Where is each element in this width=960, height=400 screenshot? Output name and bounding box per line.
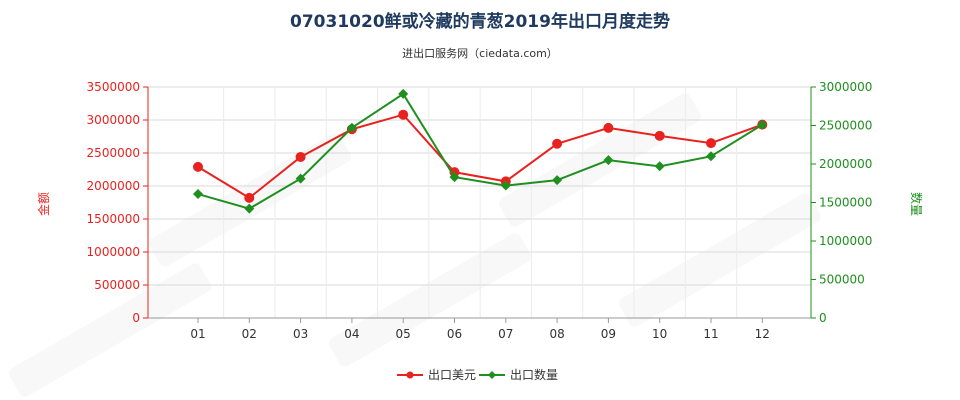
right-axis-ticks: 0 500000 1000000 1500000 2000000 2500000 30000… (811, 80, 872, 325)
left-tick-label: 0 (132, 311, 140, 325)
data-point[interactable] (552, 138, 563, 149)
watermark-mark (8, 263, 212, 397)
x-axis-ticks: 01 02 03 04 05 06 07 08 09 10 11 12 (190, 318, 770, 341)
watermark-shape (618, 193, 822, 327)
series-export-quantity (193, 88, 768, 214)
data-point[interactable] (244, 192, 255, 203)
data-point[interactable] (295, 173, 306, 184)
x-tick-label: 12 (755, 327, 770, 341)
left-axis-label: 金额 (36, 192, 51, 216)
data-point[interactable] (398, 88, 409, 99)
series-layer (193, 88, 768, 214)
data-point[interactable] (193, 161, 203, 172)
legend-swatch-marker (488, 371, 496, 379)
legend-label: 出口数量 (510, 367, 558, 382)
data-point[interactable] (500, 180, 511, 191)
legend-swatch-marker (406, 371, 414, 379)
chart-title: 07031020鲜或冷藏的青葱2019年出口月度走势 (290, 11, 670, 32)
x-tick-label: 11 (703, 327, 718, 341)
x-tick-label: 07 (498, 327, 513, 341)
series-line (197, 113, 763, 200)
left-tick-label: 3000000 (87, 113, 140, 127)
right-tick-label: 2000000 (819, 157, 872, 171)
left-tick-label: 2000000 (87, 179, 140, 193)
data-point[interactable] (552, 175, 563, 186)
right-tick-label: 3000000 (819, 80, 872, 94)
data-point[interactable] (603, 122, 614, 133)
left-tick-label: 1000000 (87, 245, 140, 259)
data-point[interactable] (757, 119, 768, 130)
legend: 出口美元 出口数量 (397, 367, 558, 382)
data-point[interactable] (706, 138, 716, 149)
legend-item-export-quantity[interactable]: 出口数量 (479, 367, 558, 382)
data-point[interactable] (244, 203, 255, 214)
data-point[interactable] (654, 130, 665, 141)
data-point[interactable] (654, 161, 665, 172)
legend-label: 出口美元 (428, 368, 476, 382)
x-tick-label: 06 (447, 327, 462, 341)
data-point[interactable] (346, 122, 357, 133)
x-tick-label: 05 (396, 327, 411, 341)
x-tick-label: 09 (601, 327, 616, 341)
left-tick-label: 500000 (94, 278, 140, 292)
watermark-shape (498, 93, 702, 227)
left-tick-label: 3500000 (87, 80, 140, 94)
right-tick-label: 2500000 (819, 119, 872, 133)
data-point[interactable] (449, 172, 460, 183)
watermark-shape (8, 263, 212, 397)
watermark-mark (498, 93, 702, 227)
left-tick-label: 1500000 (87, 212, 140, 226)
legend-item-export-usd[interactable]: 出口美元 (397, 368, 476, 382)
data-point[interactable] (706, 151, 716, 162)
x-tick-label: 01 (190, 327, 205, 341)
x-tick-label: 08 (549, 327, 564, 341)
gridlines (148, 86, 811, 318)
data-point[interactable] (398, 109, 409, 120)
data-point[interactable] (193, 189, 203, 200)
x-tick-label: 04 (344, 327, 359, 341)
x-tick-label: 03 (293, 327, 308, 341)
left-tick-label: 2500000 (87, 146, 140, 160)
right-axis-label: 数量 (909, 192, 924, 216)
x-tick-label: 10 (652, 327, 667, 341)
right-tick-label: 0 (819, 311, 827, 325)
x-tick-label: 02 (242, 327, 257, 341)
chart-subtitle: 进出口服务网（ciedata.com） (402, 46, 558, 60)
data-point[interactable] (603, 155, 614, 166)
right-tick-label: 1000000 (819, 234, 872, 248)
right-tick-label: 1500000 (819, 196, 872, 210)
series-line (197, 92, 763, 210)
data-point[interactable] (295, 151, 306, 162)
left-axis-ticks: 0 500000 1000000 1500000 2000000 2500000 30000… (87, 80, 148, 325)
right-tick-label: 500000 (819, 273, 865, 287)
watermark-mark (618, 193, 822, 327)
